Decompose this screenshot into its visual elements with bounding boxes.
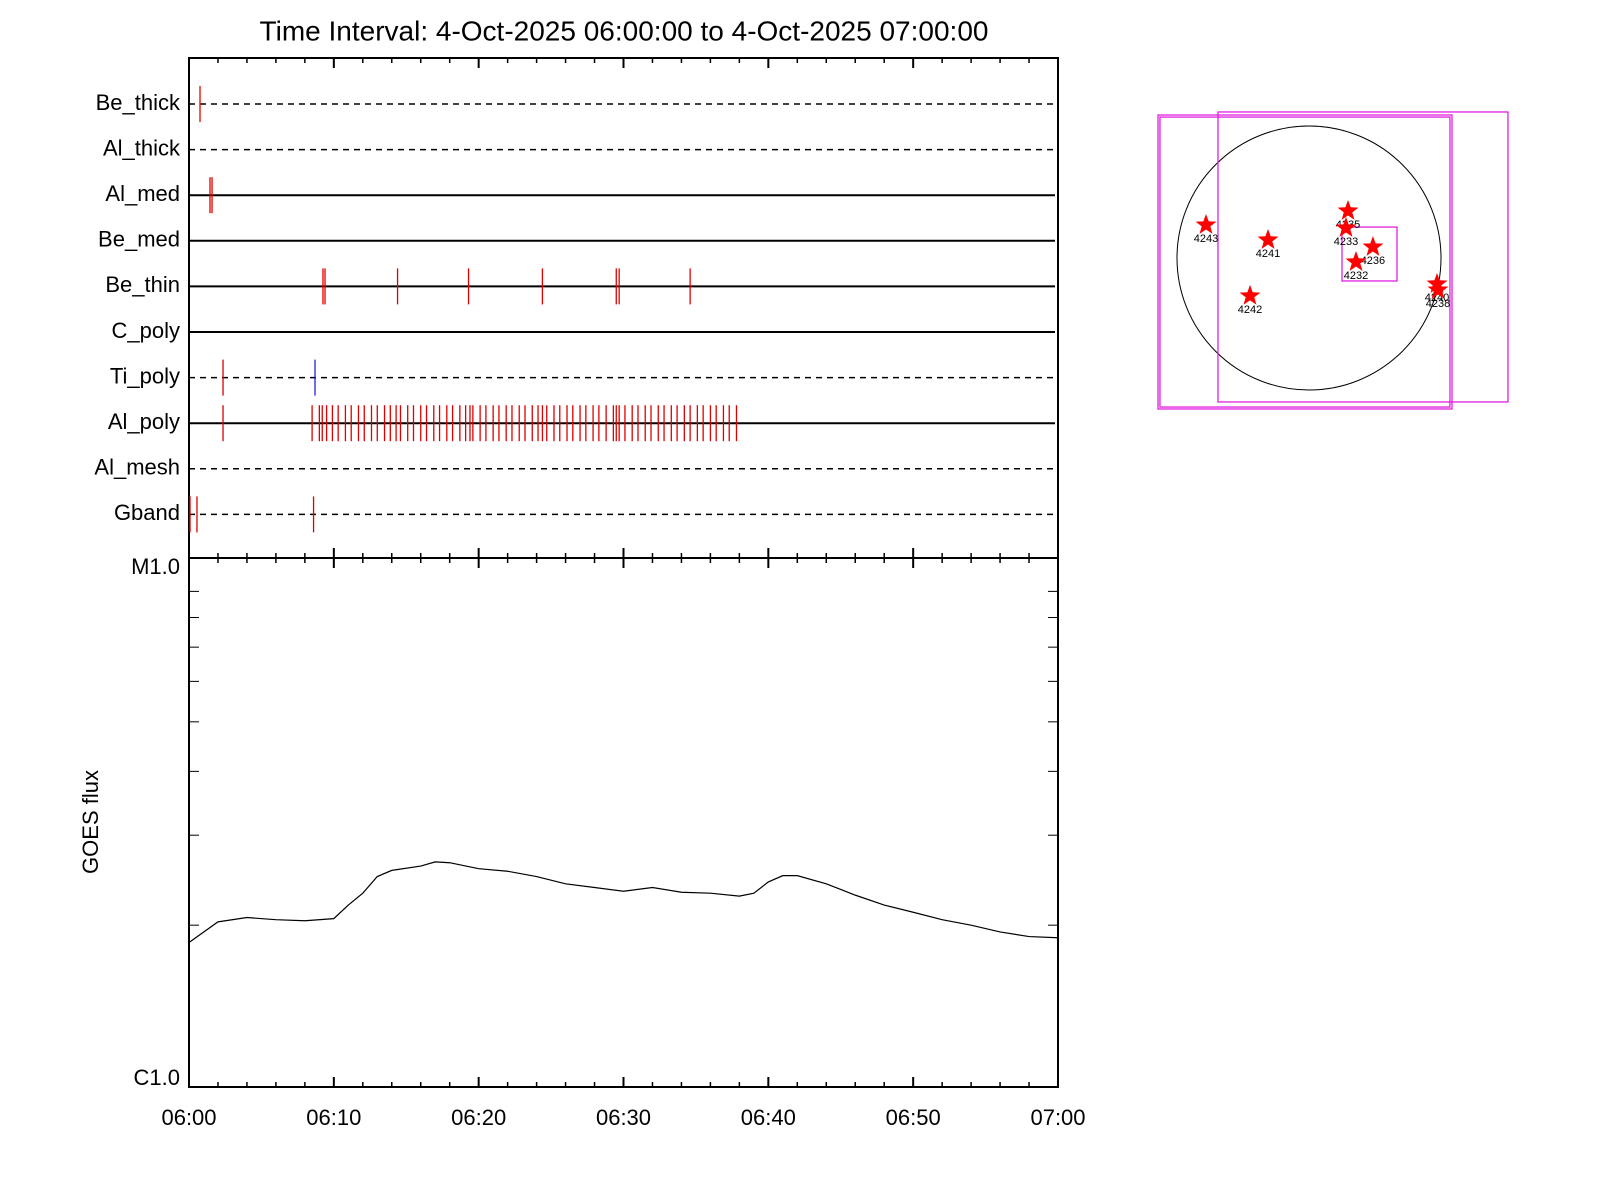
region-label: 4236 (1361, 255, 1385, 267)
region-label: 4243 (1194, 233, 1218, 245)
region-label: 4241 (1256, 248, 1280, 260)
x-tick-label: 06:30 (596, 1105, 651, 1130)
region-marker (1335, 217, 1357, 237)
row-label: Be_thick (96, 90, 181, 115)
region-label: 4238 (1426, 298, 1450, 310)
row-label: Al_med (105, 181, 180, 206)
solar-disk (1176, 125, 1442, 391)
region-marker (1195, 214, 1217, 234)
fov-box (1159, 116, 1451, 408)
row-label: Ti_poly (110, 363, 180, 388)
region-marker (1257, 229, 1279, 249)
x-tick-label: 06:00 (161, 1105, 216, 1130)
row-label: C_poly (112, 318, 180, 343)
row-label: Al_thick (103, 135, 181, 160)
fov-box (1157, 114, 1453, 410)
region-label: 4232 (1344, 270, 1368, 282)
region-label: 4233 (1334, 236, 1358, 248)
x-tick-label: 06:20 (451, 1105, 506, 1130)
region-marker (1362, 236, 1384, 256)
y-axis-label: GOES flux (78, 770, 103, 874)
flux-line (188, 861, 1059, 943)
region-marker (1427, 279, 1449, 299)
chart-title: Time Interval: 4-Oct-2025 06:00:00 to 4-… (260, 15, 989, 46)
x-tick-label: 06:10 (306, 1105, 361, 1130)
panel-frame (188, 57, 1059, 559)
y-tick-label: M1.0 (131, 554, 180, 579)
row-label: Al_poly (108, 409, 180, 434)
region-marker (1239, 284, 1261, 305)
x-tick-label: 06:40 (741, 1105, 796, 1130)
fov-box (1341, 226, 1398, 282)
y-tick-label: C1.0 (134, 1065, 180, 1090)
fov-box (1217, 111, 1509, 403)
region-marker (1345, 251, 1367, 271)
row-label: Be_thin (105, 272, 180, 297)
row-label: Gband (114, 500, 180, 525)
row-label: Al_mesh (94, 455, 180, 480)
panel-frame (188, 557, 1059, 1088)
x-tick-label: 06:50 (886, 1105, 941, 1130)
region-marker (1337, 200, 1359, 220)
row-label: Be_med (98, 227, 180, 252)
x-tick-label: 07:00 (1030, 1105, 1085, 1130)
region-label: 4242 (1238, 304, 1262, 316)
